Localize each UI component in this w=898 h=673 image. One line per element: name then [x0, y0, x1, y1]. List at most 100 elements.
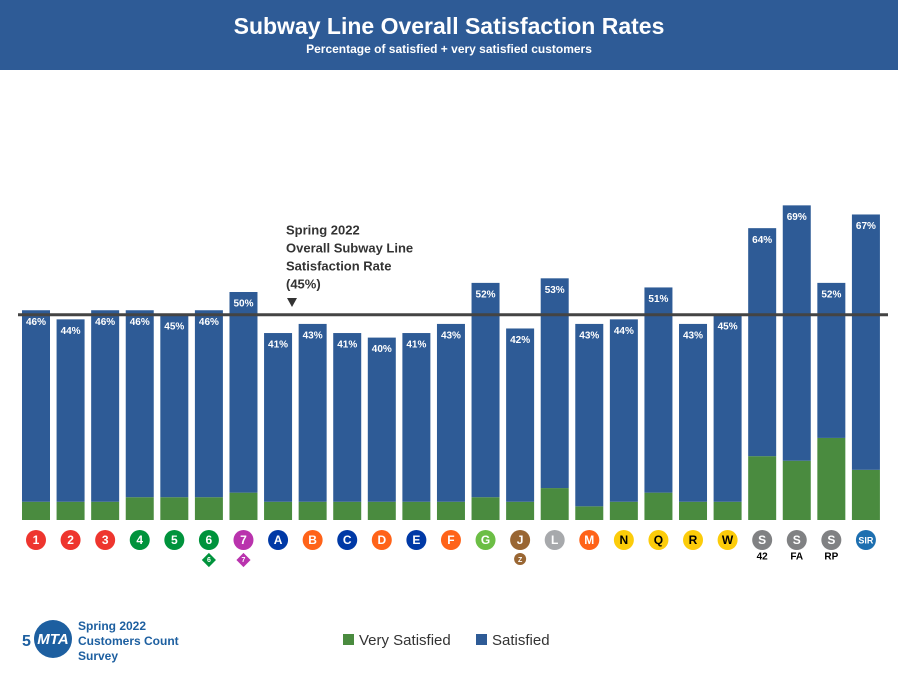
bar-segment: [367, 337, 396, 502]
line-bullet: [752, 530, 773, 550]
bar-segment: [782, 205, 811, 461]
bar-segment: [402, 501, 431, 520]
line-bullet: [129, 530, 150, 550]
bar-segment: [264, 501, 293, 520]
data-label: 53%: [545, 285, 565, 296]
bar-segment: [748, 228, 777, 457]
line-bullet: [855, 530, 876, 550]
bar-segment: [575, 506, 604, 520]
line-bullet: [475, 530, 496, 550]
bar-segment: [160, 314, 189, 498]
survey-line: Spring 2022: [78, 619, 146, 633]
bar-segment: [644, 287, 673, 493]
header-band: [0, 0, 898, 70]
x-tick-label: W: [722, 533, 734, 547]
line-bullet: [268, 530, 289, 550]
x-tick-label: 5: [171, 533, 178, 547]
bar-segment: [506, 501, 535, 520]
data-label: 40%: [372, 344, 392, 355]
x-sublabel: Z: [518, 557, 523, 564]
line-bullet: [683, 530, 704, 550]
bar-segment: [125, 310, 154, 498]
bar-segment: [609, 319, 638, 502]
data-label: 64%: [752, 235, 772, 246]
data-label: 46%: [26, 317, 46, 328]
sublabel-shape: [201, 552, 216, 568]
line-bullet: [164, 530, 185, 550]
bar-segment: [540, 488, 569, 520]
sublabel-shape: [514, 553, 527, 565]
x-tick-label: S: [827, 533, 835, 547]
x-sublabel: 7: [242, 557, 246, 564]
bar-segment: [609, 501, 638, 520]
bar-segment: [91, 310, 120, 502]
x-tick-label: D: [377, 533, 386, 547]
legend-label: Very Satisfied: [359, 632, 451, 649]
line-bullet: [337, 530, 358, 550]
bar-segment: [851, 469, 880, 520]
annotation: Overall Subway Line: [286, 240, 413, 255]
x-tick-label: 1: [33, 533, 40, 547]
x-tick-label: R: [689, 533, 698, 547]
annotation: Satisfaction Rate: [286, 258, 391, 273]
bar-segment: [22, 310, 50, 502]
bar-segment: [471, 497, 500, 520]
x-tick-label: 3: [102, 533, 109, 547]
data-label: 69%: [787, 212, 807, 223]
x-sublabel: 6: [207, 557, 211, 564]
x-tick-label: S: [758, 533, 766, 547]
line-bullet: [717, 530, 738, 550]
bar-segment: [367, 501, 396, 520]
bar-segment: [56, 501, 85, 520]
data-label: 43%: [303, 331, 323, 342]
legend-swatch: [343, 634, 354, 645]
line-bullet: [95, 530, 116, 550]
legend-label: Satisfied: [492, 632, 550, 649]
bar-segment: [194, 310, 223, 498]
bar-segment: [679, 323, 708, 502]
x-sublabel: RP: [824, 552, 838, 563]
bar-segment: [782, 460, 811, 520]
bar-segment: [436, 501, 465, 520]
data-label: 46%: [199, 317, 219, 328]
bar-segment: [333, 333, 362, 502]
x-tick-label: 6: [206, 533, 213, 547]
data-label: 45%: [718, 321, 738, 332]
data-label: 44%: [61, 326, 81, 337]
x-tick-label: 7: [240, 533, 247, 547]
bar-segment: [436, 323, 465, 502]
line-bullet: [579, 530, 600, 550]
x-tick-label: N: [620, 533, 629, 547]
x-sublabel: FA: [790, 552, 803, 563]
x-tick-label: L: [551, 533, 558, 547]
data-label: 52%: [476, 290, 496, 301]
data-label: 45%: [164, 321, 184, 332]
data-label: 41%: [268, 340, 288, 351]
legend-swatch: [476, 634, 487, 645]
bar-segment: [194, 497, 223, 520]
line-bullet: [510, 530, 531, 550]
logo-circle: [34, 620, 72, 658]
line-bullet: [613, 530, 634, 550]
x-tick-label: E: [412, 533, 420, 547]
x-tick-label: J: [517, 533, 524, 547]
bar-segment: [644, 492, 673, 520]
bar-segment: [713, 501, 742, 520]
bar-segment: [575, 323, 604, 507]
line-bullet: [60, 530, 81, 550]
x-tick-label: A: [274, 533, 283, 547]
annotation-arrow: [287, 298, 297, 307]
data-label: 41%: [406, 340, 426, 351]
bar-segment: [817, 282, 846, 438]
bar-segment: [506, 328, 535, 502]
bar-segment: [748, 456, 777, 520]
bar-segment: [229, 292, 258, 493]
line-bullet: [544, 530, 565, 550]
annotation: Spring 2022: [286, 222, 360, 237]
bar-segment: [713, 314, 742, 502]
x-tick-label: G: [481, 533, 490, 547]
line-bullet: [198, 530, 219, 550]
bar-segment: [298, 323, 327, 502]
bar-segment: [229, 492, 258, 520]
